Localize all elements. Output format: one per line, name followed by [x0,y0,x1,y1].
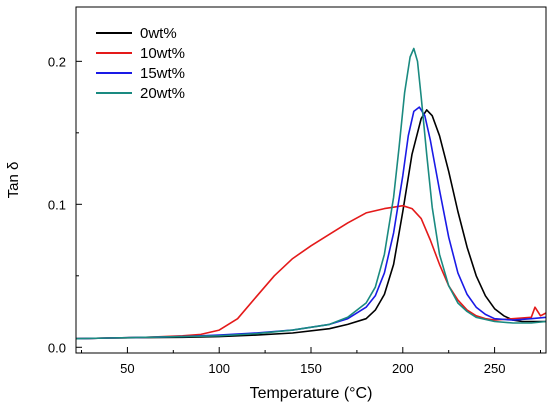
series-line-15wtpct [75,106,547,340]
y-axis-ticks: 0.0 0.1 0.2 [48,54,82,355]
x-axis-label: Temperature (°C) [250,385,373,402]
x-tick-label: 150 [300,361,322,376]
x-tick-label: 200 [392,361,414,376]
legend-label: 10wt% [140,45,185,62]
y-tick-label: 0.0 [48,340,66,355]
legend-label: 15wt% [140,65,185,82]
y-tick-label: 0.1 [48,197,66,212]
y-axis-label: Tan δ [5,162,22,199]
series-line-20wtpct [75,47,547,340]
series-layer [75,47,547,340]
series-line-0wtpct [75,109,546,340]
y-tick-label: 0.2 [48,54,66,69]
x-tick-label: 100 [208,361,230,376]
legend-label: 0wt% [140,25,177,42]
x-tick-label: 50 [120,361,134,376]
legend: 0wt% 10wt% 15wt% 20wt% [96,25,185,102]
x-tick-label: 250 [484,361,506,376]
x-axis-ticks: 50 100 150 200 250 [81,347,541,376]
legend-label: 20wt% [140,85,185,102]
